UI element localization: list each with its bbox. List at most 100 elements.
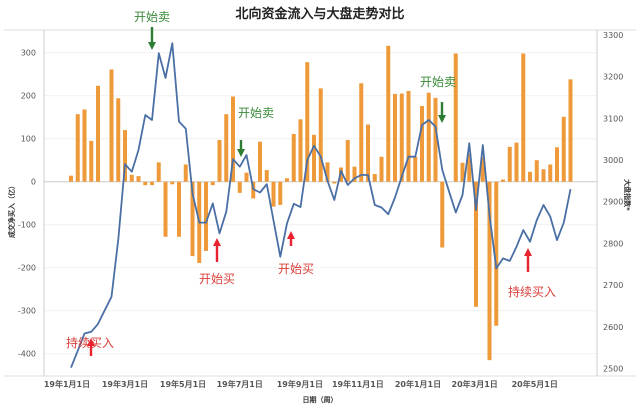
left-y-tick-label: 200 — [21, 92, 36, 101]
bar — [494, 181, 499, 326]
bar — [406, 90, 411, 182]
bar — [399, 93, 404, 182]
left-y-tick-label: -400 — [18, 350, 36, 359]
bar — [305, 62, 310, 182]
bar — [82, 109, 87, 182]
bar — [555, 147, 559, 182]
bar — [568, 79, 573, 182]
bar — [359, 83, 364, 182]
right-y-tick-label: 2700 — [603, 281, 623, 290]
x-tick-label: 19年5月1日 — [160, 379, 206, 389]
right-y-tick-label: 2900 — [603, 198, 623, 207]
bar — [298, 119, 303, 182]
bar — [440, 181, 445, 248]
bar — [170, 181, 175, 185]
bar — [460, 162, 465, 182]
index-line — [70, 42, 572, 369]
bar — [285, 178, 289, 182]
right-y-tick-label: 2600 — [603, 323, 623, 332]
bar — [177, 181, 181, 237]
left-y-tick-label: 300 — [21, 49, 36, 58]
x-tick-label: 19年7月1日 — [217, 379, 263, 389]
x-tick-label: 20年5月1日 — [512, 379, 558, 389]
right-y-tick-label: 3000 — [603, 156, 623, 165]
bar — [332, 181, 337, 184]
chart-title: 北向资金流入与大盘走势对比 — [235, 6, 404, 22]
bar — [278, 181, 283, 205]
x-tick-label: 19年3月1日 — [102, 379, 148, 389]
sell-annotation-label: 开始卖 — [238, 106, 274, 120]
sell-annotation-label: 开始卖 — [134, 10, 170, 24]
right-y-ticks: 3300 3200 3100 3000 2900 2800 2700 2600 2500 — [603, 31, 623, 374]
bar — [109, 69, 114, 182]
bar — [393, 93, 397, 182]
bar — [237, 181, 242, 193]
right-y-tick-label: 2800 — [603, 239, 623, 248]
bar — [129, 174, 134, 182]
arrow-up-icon — [287, 231, 295, 246]
x-tick-label: 19年11月1日 — [332, 379, 384, 389]
bar — [264, 170, 269, 182]
bar — [143, 181, 148, 186]
bar — [318, 88, 323, 182]
right-y-tick-label: 3200 — [603, 73, 623, 82]
bar — [204, 181, 208, 251]
bar — [75, 114, 80, 182]
bar — [190, 181, 195, 257]
bar — [244, 172, 249, 182]
bar — [413, 156, 418, 182]
x-tick-label: 19年1月1日 — [44, 379, 90, 389]
bar — [501, 179, 505, 182]
buy-annotation-label: 开始买 — [199, 272, 235, 286]
bar — [345, 139, 350, 182]
right-y-tick-label: 3100 — [603, 114, 623, 123]
bar — [352, 166, 357, 182]
bar — [123, 130, 127, 182]
bar — [379, 156, 384, 182]
bar — [541, 169, 546, 182]
bar — [561, 116, 566, 182]
bar — [528, 171, 532, 182]
bar — [467, 153, 472, 182]
left-y-tick-label: -300 — [18, 307, 36, 316]
bar — [433, 97, 438, 182]
left-y-tick-label: 100 — [21, 135, 36, 144]
left-y-tick-label: 0 — [31, 178, 36, 187]
bar — [231, 96, 235, 182]
right-y-tick-label: 3300 — [603, 31, 623, 40]
bar — [548, 164, 553, 182]
bar — [507, 146, 512, 182]
bar — [183, 164, 188, 182]
bar — [150, 181, 154, 186]
bar — [89, 140, 94, 182]
bar — [291, 133, 296, 182]
bar — [474, 181, 478, 307]
bar — [480, 156, 485, 182]
bar — [453, 53, 458, 182]
bar — [514, 142, 519, 182]
bar — [217, 139, 222, 182]
bar — [372, 173, 377, 182]
line-series — [70, 42, 572, 369]
bar — [163, 181, 168, 237]
x-tick-label: 19年9月1日 — [277, 379, 323, 389]
bar — [325, 162, 330, 182]
bar — [210, 181, 215, 186]
x-tick-label: 20年3月1日 — [452, 379, 498, 389]
annotations: 开始卖开始卖开始卖持续买入开始买开始买持续买入 — [66, 10, 556, 356]
bar — [136, 176, 141, 182]
arrow-up-icon — [87, 338, 95, 356]
bar — [224, 114, 229, 182]
left-y-tick-label: -100 — [18, 221, 36, 230]
left-y-tick-label: -200 — [18, 264, 36, 273]
x-axis-label: 日期（周） — [303, 395, 338, 404]
arrow-up-icon — [213, 238, 221, 262]
bar — [271, 181, 276, 207]
bar — [426, 92, 431, 182]
arrow-down-icon — [438, 102, 446, 123]
bar-series — [69, 45, 573, 361]
bar — [69, 175, 73, 182]
left-y-ticks: 300 200 100 0 -100 -200 -300 -400 — [18, 49, 36, 359]
bar — [96, 85, 100, 182]
